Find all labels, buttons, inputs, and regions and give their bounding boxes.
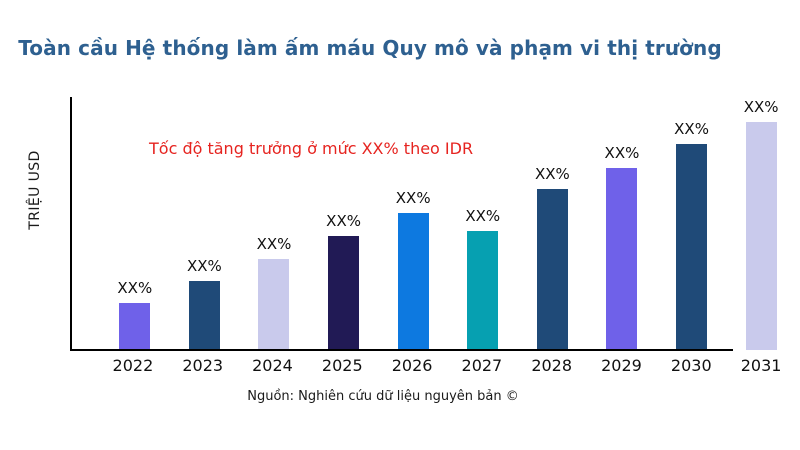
x-tick-2028: 2028 — [531, 356, 573, 375]
bar-2027 — [467, 231, 499, 350]
x-tick-2025: 2025 — [321, 356, 363, 375]
x-tick-2024: 2024 — [252, 356, 293, 375]
bar-group-2023: XX% — [170, 97, 240, 350]
chart-title: Toàn cầu Hệ thống làm ấm máu Quy mô và p… — [18, 36, 722, 60]
x-tick-2023: 2023 — [182, 356, 224, 375]
x-tick-2022: 2022 — [112, 356, 154, 375]
bar-value-label-2029: XX% — [604, 144, 640, 163]
bar-group-2027: XX% — [448, 97, 518, 350]
bar-value-label-2025: XX% — [326, 211, 361, 230]
x-tick-2026: 2026 — [391, 356, 433, 375]
bar-value-label-2030: XX% — [674, 120, 709, 139]
bar-2025 — [328, 235, 360, 350]
bar-value-label-2028: XX% — [534, 165, 570, 184]
bar-2026 — [397, 212, 429, 350]
bar-value-label-2027: XX% — [465, 207, 501, 226]
bar-group-2030: XX% — [657, 97, 727, 350]
x-axis-line — [70, 349, 733, 351]
bars-container: XX% XX% XX% XX% XX% XX% XX% XX% XX% XX% — [72, 97, 796, 350]
bar-2028 — [536, 189, 568, 350]
y-axis-label: TRIỆU USD — [27, 150, 43, 230]
bar-2030 — [676, 144, 708, 350]
bar-value-label-2022: XX% — [117, 278, 153, 297]
bar-2024 — [258, 258, 290, 350]
bar-group-2031: XX% — [726, 97, 796, 350]
source-note: Nguồn: Nghiên cứu dữ liệu nguyên bản © — [247, 389, 519, 404]
bar-group-2029: XX% — [587, 97, 657, 350]
plot-area: Tốc độ tăng trưởng ở mức XX% theo IDR XX… — [70, 97, 796, 351]
bar-group-2024: XX% — [239, 97, 309, 350]
bar-value-label-2023: XX% — [186, 256, 222, 275]
bar-value-label-2024: XX% — [256, 234, 292, 253]
bar-2029 — [606, 168, 638, 350]
bar-group-2026: XX% — [378, 97, 448, 350]
bar-2023 — [188, 280, 220, 350]
bar-2022 — [119, 302, 151, 350]
bar-2031 — [745, 122, 777, 350]
bar-group-2022: XX% — [100, 97, 170, 350]
x-axis-labels: 2022 2023 2024 2025 2026 2027 2028 2029 2030 2031 — [70, 356, 796, 375]
bar-value-label-2026: XX% — [395, 188, 431, 207]
x-tick-2031: 2031 — [740, 356, 782, 375]
x-tick-2029: 2029 — [601, 356, 642, 375]
bar-group-2025: XX% — [309, 97, 379, 350]
x-tick-2030: 2030 — [670, 356, 712, 375]
bar-value-label-2031: XX% — [743, 98, 779, 117]
bar-group-2028: XX% — [518, 97, 588, 350]
growth-rate-annotation: Tốc độ tăng trưởng ở mức XX% theo IDR — [149, 139, 474, 158]
x-tick-2027: 2027 — [461, 356, 503, 375]
